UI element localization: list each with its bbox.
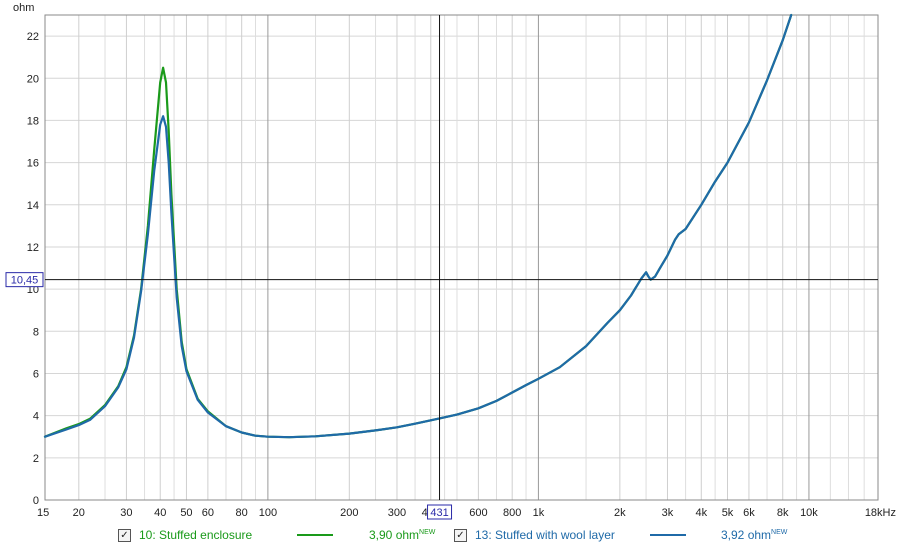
x-tick-label: 18kHz <box>865 507 896 519</box>
x-tick-label: 15 <box>37 507 49 519</box>
legend-checkbox-icon[interactable]: ✓ <box>454 528 467 542</box>
x-tick-label: 20 <box>73 507 85 519</box>
series-line <box>43 13 793 439</box>
cursor-y-readout-box <box>5 272 44 288</box>
x-tick-label: 40 <box>154 507 166 519</box>
x-tick-label: 300 <box>388 507 406 519</box>
legend-item-stuffed-with-wool-layer[interactable]: ✓ 13: Stuffed with wool layer 3,92 ohmNE… <box>454 526 787 544</box>
y-axis-unit-label: ohm <box>13 2 34 14</box>
y-tick-label: 16 <box>27 158 39 170</box>
y-tick-label: 6 <box>33 368 39 380</box>
series-lines <box>43 13 793 439</box>
x-tick-label: 5k <box>722 507 734 519</box>
cursor-x-readout: 431 <box>430 507 448 519</box>
y-tick-label: 2 <box>33 453 39 465</box>
y-tick-label: 22 <box>27 31 39 43</box>
y-tick-label: 20 <box>27 73 39 85</box>
legend-swatch <box>650 534 686 536</box>
x-tick-label: 3k <box>662 507 674 519</box>
legend-swatch <box>297 534 333 536</box>
y-tick-label: 8 <box>33 326 39 338</box>
legend-value: 3,92 ohmNEW <box>721 528 788 542</box>
y-tick-label: 4 <box>33 411 39 423</box>
y-tick-label: 18 <box>27 115 39 127</box>
x-tick-label: 100 <box>259 507 277 519</box>
x-tick-label: 4k <box>695 507 707 519</box>
plot-frame <box>44 14 879 501</box>
legend-checkbox-icon[interactable]: ✓ <box>118 528 131 542</box>
x-tick-label: 50 <box>180 507 192 519</box>
x-tick-label: 60 <box>202 507 214 519</box>
x-tick-label: 30 <box>120 507 132 519</box>
x-tick-label: 80 <box>236 507 248 519</box>
legend-value: 3,90 ohmNEW <box>369 528 436 542</box>
cursor-x-readout-box <box>427 504 453 520</box>
x-tick-label: 6k <box>743 507 755 519</box>
x-tick-label: 200 <box>340 507 358 519</box>
legend-item-stuffed-enclosure[interactable]: ✓ 10: Stuffed enclosure 3,90 ohmNEW <box>118 526 435 544</box>
x-tick-label: 600 <box>469 507 487 519</box>
cursor-y-readout: 10,45 <box>11 275 39 287</box>
x-tick-label: 2k <box>614 507 626 519</box>
grid <box>44 15 879 501</box>
x-tick-label: 8k <box>777 507 789 519</box>
legend-label: 13: Stuffed with wool layer <box>475 528 615 542</box>
cursor-crosshair[interactable]: 10,45 431 <box>5 15 878 520</box>
y-tick-label: 0 <box>33 495 39 507</box>
y-tick-label: 12 <box>27 242 39 254</box>
x-tick-label: 10k <box>800 507 818 519</box>
x-tick-label: 800 <box>503 507 521 519</box>
x-tick-label: 1k <box>533 507 545 519</box>
legend-label: 10: Stuffed enclosure <box>139 528 253 542</box>
y-tick-label: 14 <box>27 200 39 212</box>
